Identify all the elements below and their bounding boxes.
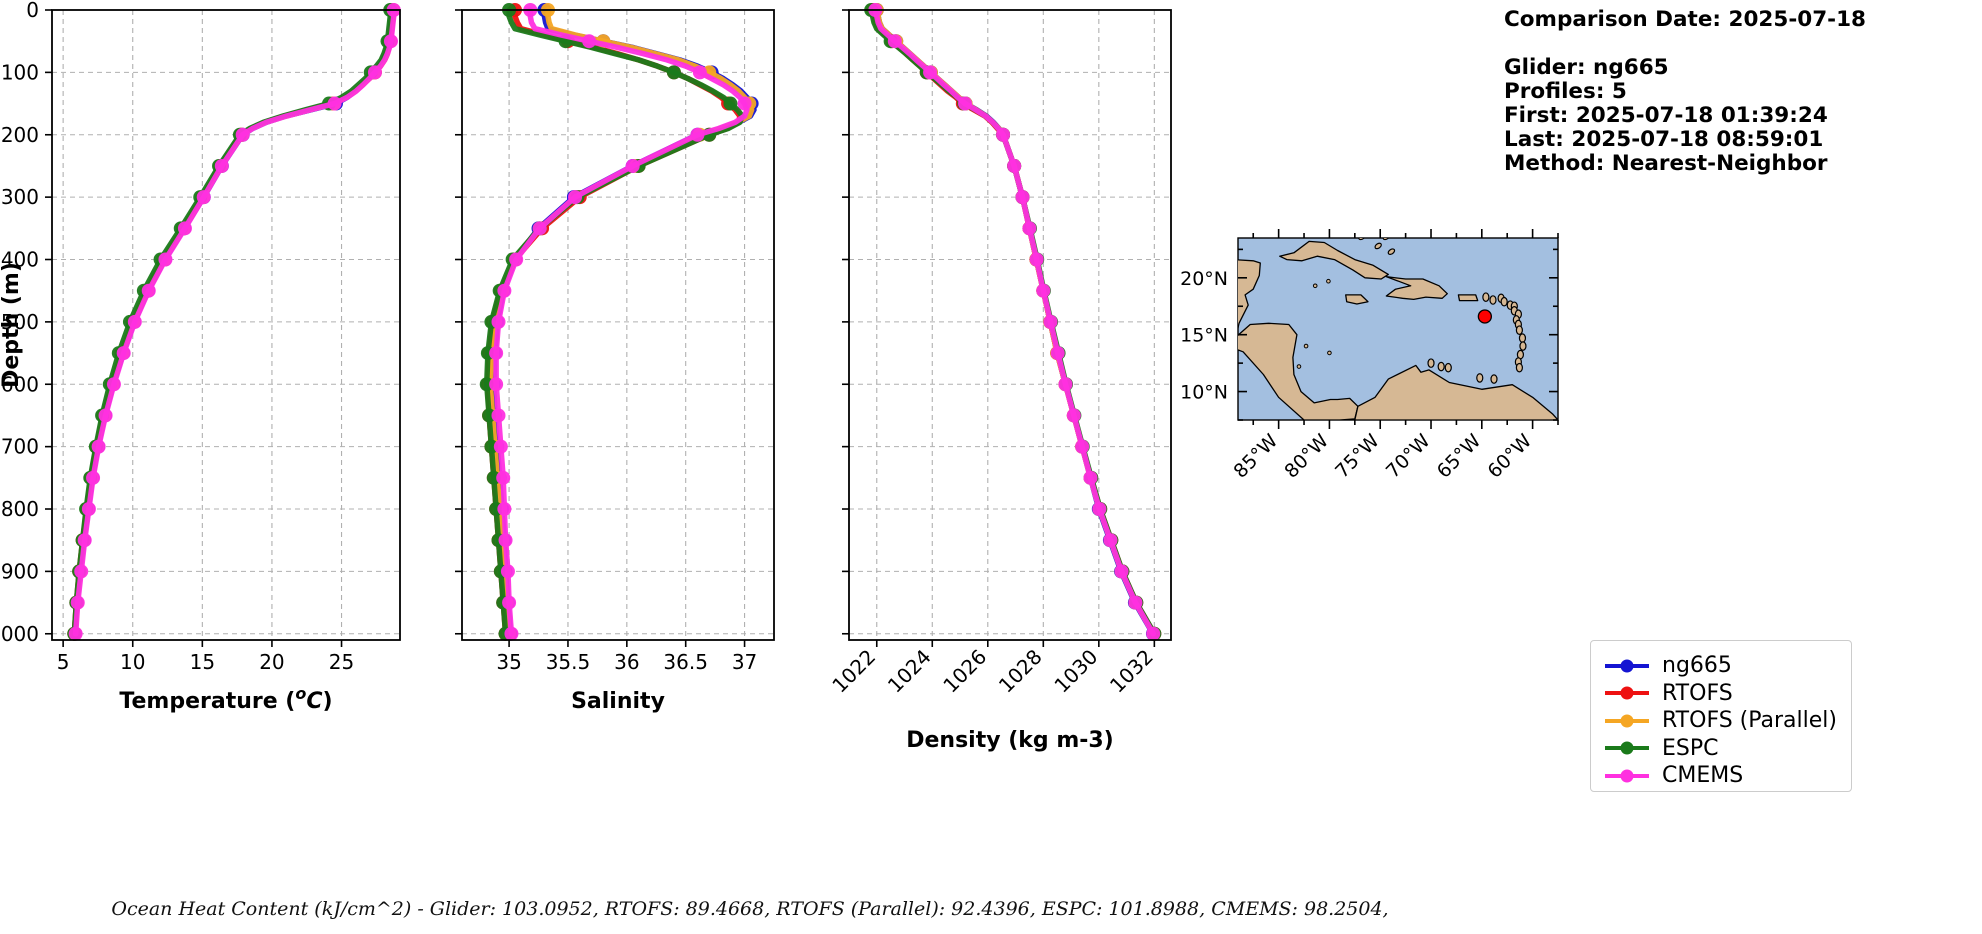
x-tick-label: 1026	[938, 645, 991, 698]
legend-item-rtofs-parallel[interactable]: RTOFS (Parallel)	[1591, 707, 1851, 735]
depth-tick-label: 700	[1, 435, 39, 459]
x-tick-label: 35.5	[546, 650, 591, 674]
legend-label: CMEMS	[1662, 763, 1744, 789]
depth-tick-label: 500	[1, 310, 39, 334]
depth-tick-label: 900	[1, 559, 39, 583]
x-tick-label: 1024	[883, 645, 936, 698]
legend-item-cmems[interactable]: CMEMS	[1591, 762, 1851, 790]
x-tick-label: 1030	[1049, 645, 1102, 698]
depth-tick-label: 300	[1, 185, 39, 209]
method-text: Method: Nearest-Neighbor	[1504, 151, 1828, 176]
glider-text: Glider: ng665	[1504, 55, 1669, 80]
map-lat-label: 20°N	[1180, 268, 1228, 290]
salinity-profile-xlabel: Salinity	[571, 689, 665, 714]
legend-item-espc[interactable]: ESPC	[1591, 735, 1851, 763]
ohc-caption: Ocean Heat Content (kJ/cm^2) - Glider: 1…	[111, 898, 1389, 920]
legend-swatch	[1605, 769, 1649, 783]
depth-tick-label: 1000	[0, 622, 39, 646]
glider-location-marker[interactable]	[1477, 309, 1493, 324]
depth-tick-label: 100	[1, 60, 39, 84]
x-tick-label: 10	[120, 650, 145, 674]
density-panel	[848, 3, 1172, 641]
depth-tick-label: 0	[26, 0, 39, 22]
temperature-plot	[51, 3, 401, 641]
x-tick-label: 5	[57, 650, 70, 674]
legend-item-rtofs[interactable]: RTOFS	[1591, 680, 1851, 708]
x-tick-label: 36	[614, 650, 639, 674]
last-profile-text: Last: 2025-07-18 08:59:01	[1504, 127, 1823, 152]
salinity-plot	[461, 3, 775, 641]
map-lat-label: 15°N	[1180, 325, 1228, 347]
x-tick-label: 1032	[1105, 645, 1158, 698]
legend-item-ng665[interactable]: ng665	[1591, 652, 1851, 680]
depth-tick-label: 200	[1, 123, 39, 147]
x-tick-label: 15	[190, 650, 215, 674]
map-landmasses	[1238, 238, 1558, 420]
density-profile-xlabel: Density (kg m-3)	[906, 728, 1114, 753]
depth-tick-label: 400	[1, 248, 39, 272]
first-profile-text: First: 2025-07-18 01:39:24	[1504, 103, 1828, 128]
legend-label: ESPC	[1662, 735, 1719, 761]
temperature-profile-xlabel: Temperature (oC)	[119, 684, 332, 715]
x-tick-label: 1022	[827, 645, 880, 698]
x-tick-label: 25	[329, 650, 354, 674]
map-lon-label: 85°W	[1230, 430, 1283, 483]
depth-tick-label: 800	[1, 497, 39, 521]
legend-label: ng665	[1662, 653, 1732, 679]
map-lon-label: 70°W	[1382, 430, 1435, 483]
map-lon-label: 75°W	[1331, 430, 1384, 483]
map-panel: 20°N 15°N 10°N 85°W 80°W 75°W 70°W 65°W 60°W	[1180, 225, 1980, 495]
map-svg[interactable]: 20°N 15°N 10°N 85°W80°W75°W70°W65°W60°W	[1180, 225, 1980, 495]
depth-tick-label: 600	[1, 372, 39, 396]
map-lon-label: 80°W	[1280, 430, 1333, 483]
metadata-block: Comparison Date: 2025-07-18 Glider: ng66…	[1504, 2, 1974, 176]
comparison-date-text: Comparison Date: 2025-07-18	[1504, 7, 1866, 32]
temperature-panel	[51, 3, 401, 641]
legend-swatch	[1605, 686, 1649, 700]
map-lon-label: 60°W	[1483, 430, 1536, 483]
salinity-panel	[461, 3, 775, 641]
x-tick-label: 1028	[994, 645, 1047, 698]
legend-swatch	[1605, 659, 1649, 673]
x-tick-label: 36.5	[663, 650, 708, 674]
x-tick-label: 20	[259, 650, 284, 674]
x-tick-label: 37	[732, 650, 757, 674]
legend-label: RTOFS (Parallel)	[1662, 708, 1837, 734]
depth-axis-label: Depth (m)	[0, 262, 24, 388]
series-legend[interactable]: ng665 RTOFS RTOFS (Parallel) ESPC CMEMS	[1590, 640, 1852, 792]
x-tick-label: 35	[496, 650, 521, 674]
legend-swatch	[1605, 741, 1649, 755]
map-lon-label: 65°W	[1433, 430, 1486, 483]
profiles-text: Profiles: 5	[1504, 79, 1627, 104]
legend-swatch	[1605, 714, 1649, 728]
density-plot	[848, 3, 1172, 641]
map-lat-label: 10°N	[1180, 382, 1228, 404]
legend-label: RTOFS	[1662, 680, 1733, 706]
metadata-svg: Comparison Date: 2025-07-18 Glider: ng66…	[1504, 7, 1866, 176]
